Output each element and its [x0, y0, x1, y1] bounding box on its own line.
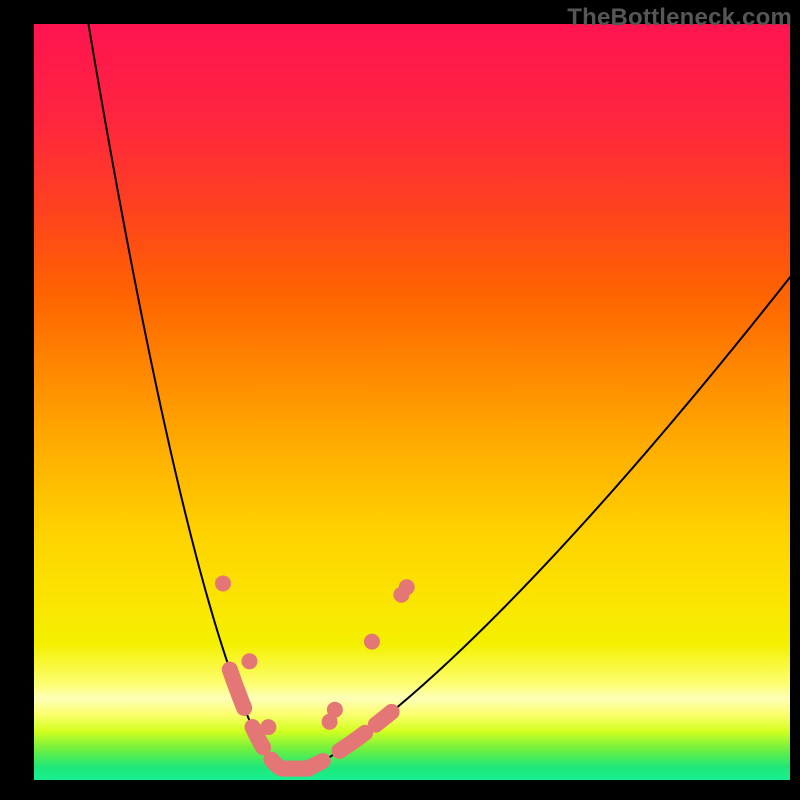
marker-capsule	[376, 712, 392, 725]
marker-dot	[399, 579, 415, 595]
marker-dot	[241, 653, 257, 669]
plot-svg	[34, 24, 790, 780]
gradient-background	[34, 24, 790, 780]
watermark-text: TheBottleneck.com	[567, 4, 792, 32]
chart-root: TheBottleneck.com	[0, 0, 800, 800]
plot-area	[34, 24, 790, 780]
marker-dot	[364, 634, 380, 650]
marker-dot	[260, 719, 276, 735]
marker-dot	[327, 702, 343, 718]
marker-capsule	[308, 761, 322, 768]
marker-dot	[215, 575, 231, 591]
